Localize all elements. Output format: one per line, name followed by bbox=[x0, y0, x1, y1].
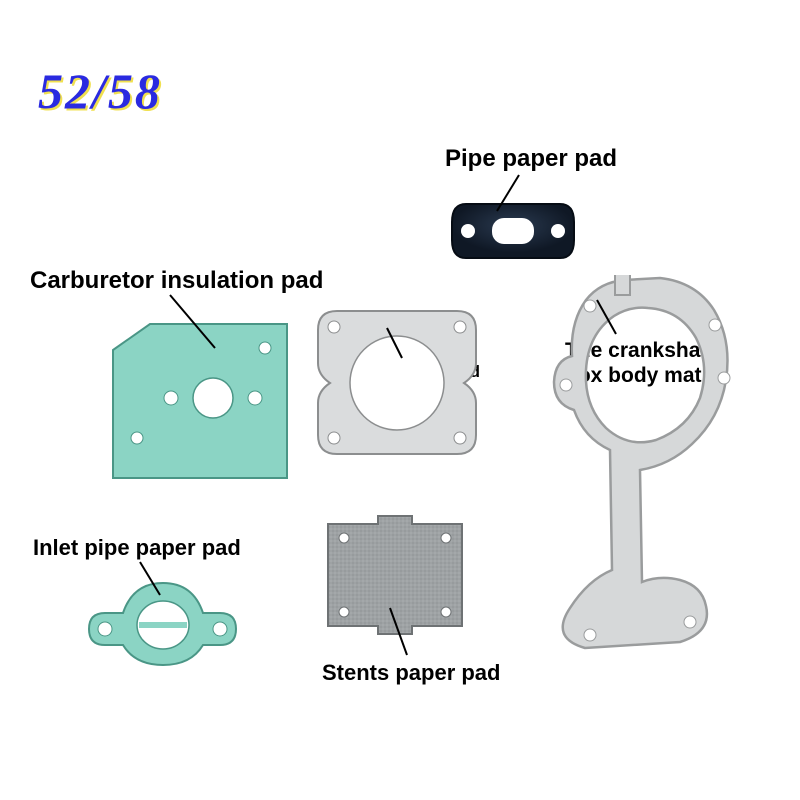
part-stents-pad bbox=[320, 510, 470, 640]
part-inlet-pad bbox=[85, 575, 240, 670]
label-pipe: Pipe paper pad bbox=[445, 145, 617, 174]
part-pipe-pad bbox=[448, 200, 578, 262]
model-title: 52/58 bbox=[38, 62, 162, 120]
part-carburetor-pad bbox=[105, 320, 295, 485]
part-crankshaft-mat bbox=[530, 270, 760, 660]
label-carburetor: Carburetor insulation pad bbox=[30, 267, 323, 296]
part-cylinder-pad bbox=[312, 305, 482, 460]
label-stents: Stents paper pad bbox=[322, 660, 500, 686]
label-inlet: Inlet pipe paper pad bbox=[33, 535, 241, 561]
